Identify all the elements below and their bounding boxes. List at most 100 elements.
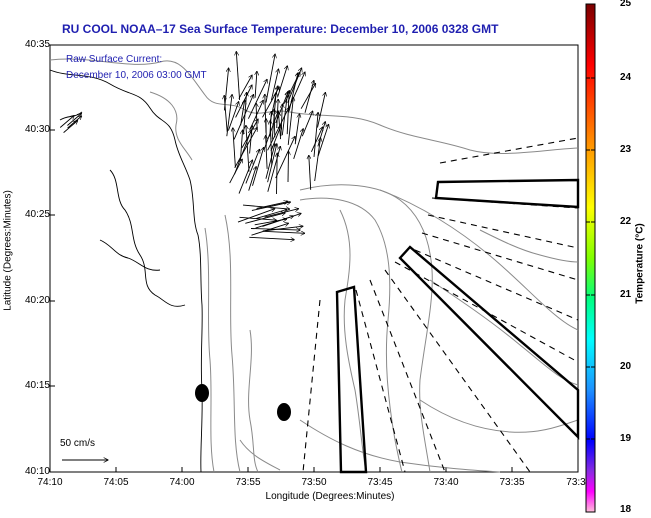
current-vector [256, 202, 288, 209]
current-vector [265, 94, 266, 133]
colorbar-tick-label: 18 [620, 504, 632, 515]
x-tick-label: 73:45 [367, 477, 393, 488]
x-tick-label: 73:50 [301, 477, 327, 488]
current-vector [287, 98, 293, 145]
current-vector [266, 136, 268, 169]
current-vector [294, 114, 299, 145]
current-vector [227, 102, 238, 131]
current-vector [283, 72, 300, 104]
current-vector [275, 136, 295, 179]
current-vector [239, 216, 277, 220]
current-vector [236, 52, 241, 101]
current-vector [301, 111, 312, 137]
current-vector [224, 95, 228, 132]
current-vector [245, 149, 260, 184]
current-vector [271, 93, 276, 140]
current-vector [255, 216, 294, 229]
current-vector [240, 100, 245, 126]
y-tick-label: 40:35 [24, 39, 50, 50]
colorbar [585, 3, 596, 513]
buoy-marker [277, 403, 291, 421]
current-annotation-line1: Raw Surface Current: [66, 54, 163, 65]
x-tick-label: 74:10 [37, 477, 63, 488]
colorbar-tick-label: 22 [620, 216, 632, 227]
current-vector [247, 79, 267, 119]
current-vector [293, 129, 304, 160]
current-vector [234, 130, 252, 175]
x-tick-label: 74:00 [169, 477, 195, 488]
current-vector [256, 210, 286, 219]
current-vector [255, 71, 257, 98]
current-vector [239, 130, 242, 161]
current-vector [233, 95, 253, 140]
page-title: RU COOL NOAA–17 Sea Surface Temperature:… [62, 22, 499, 36]
y-tick-label: 40:10 [24, 466, 50, 477]
y-tick-label: 40:30 [24, 124, 50, 135]
y-tick-label: 40:15 [24, 380, 50, 391]
current-vector [63, 121, 78, 133]
x-tick-label: 74:05 [103, 477, 129, 488]
current-vector [59, 116, 74, 128]
colorbar-title: Temperature (°C) [634, 223, 646, 304]
current-vector [262, 226, 303, 232]
y-tick-label: 40:20 [24, 295, 50, 306]
current-vector [304, 80, 314, 113]
current-vector [277, 66, 288, 98]
y-tick-label: 40:25 [24, 209, 50, 220]
survey-boxes [335, 178, 580, 474]
current-vector [263, 230, 305, 233]
current-vector [237, 209, 275, 223]
current-vector [267, 144, 277, 183]
current-vector [270, 69, 278, 101]
current-vector [265, 144, 275, 179]
current-vector [300, 83, 316, 109]
current-vector [310, 127, 322, 152]
current-vector [249, 125, 253, 154]
current-vector [229, 159, 243, 184]
current-vector [226, 95, 232, 137]
current-vector [245, 213, 285, 224]
current-vector [288, 151, 289, 183]
x-tick-label: 73:35 [499, 477, 525, 488]
tick-marks [49, 44, 579, 473]
colorbar-tick-label: 24 [620, 72, 632, 83]
current-vector [317, 124, 328, 157]
coastline [49, 69, 203, 473]
current-vector [313, 112, 318, 157]
current-vector [252, 147, 264, 186]
x-axis-label: Longitude (Degrees:Minutes) [265, 491, 395, 502]
x-tick-label: 73:3 [566, 477, 586, 488]
colorbar-ticks [586, 77, 595, 440]
current-vector [314, 138, 321, 182]
current-vector [238, 160, 253, 194]
current-vector [242, 204, 290, 209]
current-vector [256, 103, 257, 131]
current-vector [241, 119, 258, 149]
current-vector [234, 127, 258, 169]
current-vector [67, 116, 82, 129]
current-vector [287, 72, 305, 111]
current-vector [250, 229, 300, 231]
current-vector [275, 92, 289, 124]
colorbar-tick-label: 23 [620, 144, 632, 155]
current-vector [238, 75, 252, 99]
bathymetry-contours [49, 58, 579, 473]
current-vector [246, 125, 250, 172]
current-vector [277, 153, 278, 195]
current-vector [317, 122, 325, 147]
colorbar-tick-label: 20 [620, 361, 632, 372]
current-annotation-line2: December 10, 2006 03:00 GMT [66, 70, 207, 81]
current-vector [281, 104, 283, 137]
colorbar-tick-label: 25 [620, 0, 632, 9]
current-vector [262, 87, 280, 118]
scale-label: 50 cm/s [60, 438, 96, 449]
surface-current-vectors [59, 52, 328, 240]
x-tick-label: 73:40 [433, 477, 459, 488]
current-vector [249, 236, 294, 239]
buoy-marker [195, 384, 209, 402]
current-vector [309, 155, 311, 190]
colorbar-tick-label: 19 [620, 433, 632, 444]
current-vector [267, 108, 289, 151]
x-tick-label: 73:55 [235, 477, 261, 488]
